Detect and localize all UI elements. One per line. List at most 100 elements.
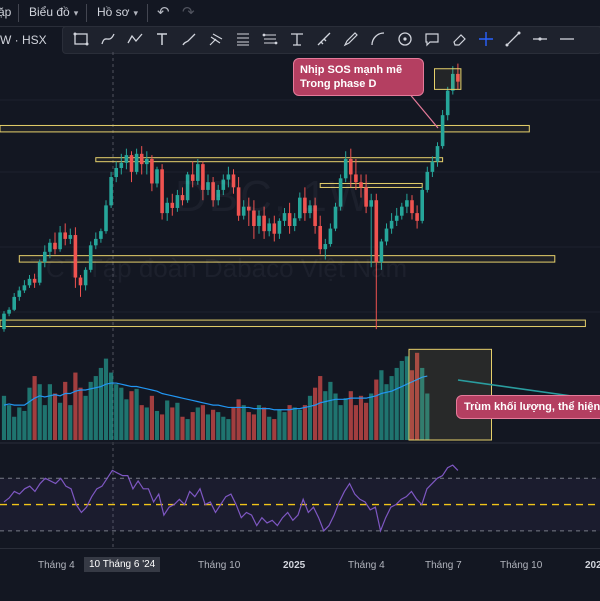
candle-body [379, 241, 384, 263]
candle-body [287, 213, 292, 226]
measure-icon[interactable] [316, 31, 332, 47]
candle-body [226, 174, 231, 180]
volume-bar [379, 370, 384, 440]
pitchfork-icon[interactable] [208, 31, 224, 47]
volume-bar [292, 407, 297, 440]
chart-type-menu[interactable]: Biểu đồ ▾ [29, 5, 78, 19]
candle-body [400, 206, 404, 216]
sos-callout-line1: Nhịp SOS mạnh mẽ [300, 64, 403, 76]
chart-canvas[interactable] [0, 52, 600, 548]
highlight-box-volume [408, 348, 492, 441]
candle-body [318, 226, 322, 250]
candle-body [257, 215, 261, 226]
top-toolbar: ặp Biểu đồ ▾ Hồ sơ ▾ ↶ ↷ [0, 0, 600, 27]
candle-body [32, 278, 37, 283]
menu-item-partial[interactable]: ặp [0, 5, 12, 19]
volume-bar [22, 410, 27, 440]
volume-bar [272, 419, 277, 440]
sos-callout[interactable]: Nhịp SOS mạnh mẽ Trong phase D [293, 58, 424, 96]
candle-body [445, 90, 450, 116]
rectangle-icon[interactable] [73, 31, 89, 47]
volume-bar [369, 393, 374, 440]
volume-bar [323, 391, 328, 440]
more-icon[interactable] [559, 31, 575, 47]
volume-bar [364, 402, 369, 440]
candle-body [231, 174, 236, 188]
candle-body [27, 278, 32, 286]
trend-line-icon[interactable] [505, 31, 521, 47]
watermark-symbol: DBC, 1W [175, 172, 373, 221]
fib-channel-icon[interactable] [262, 31, 278, 47]
volume-bar [358, 395, 364, 440]
volume-callout[interactable]: Trùm khối lượng, thể hiện [456, 395, 600, 419]
volume-bar [343, 398, 348, 440]
volume-bar [144, 407, 149, 440]
candle-body [109, 177, 113, 206]
candle-body [165, 202, 169, 214]
redo-icon[interactable]: ↷ [182, 4, 195, 21]
path-icon[interactable] [100, 31, 116, 47]
circle-icon[interactable] [397, 31, 413, 47]
candle-body [415, 213, 419, 221]
profile-label: Hồ sơ [97, 5, 130, 19]
candle-body [354, 174, 358, 183]
chevron-down-icon: ▾ [73, 8, 79, 18]
undo-icon[interactable]: ↶ [157, 4, 170, 21]
volume-bar [216, 412, 221, 440]
volume-bar [32, 376, 37, 440]
pen-icon[interactable] [343, 31, 359, 47]
brush-icon[interactable] [181, 31, 197, 47]
candle-body [420, 189, 424, 221]
candle-body [114, 168, 118, 178]
candle-body [48, 242, 52, 252]
candle-body [374, 200, 379, 263]
volume-bar [58, 402, 63, 440]
volume-bar [17, 407, 22, 440]
long-position-icon[interactable] [289, 31, 305, 47]
volume-bar [149, 395, 154, 440]
symbol-label[interactable]: W · HSX [0, 33, 47, 47]
horizontal-line-icon[interactable] [532, 31, 548, 47]
candle-body [170, 202, 175, 208]
volume-bar [302, 405, 307, 440]
fib-retracement-icon[interactable] [235, 31, 251, 47]
volume-bar [180, 416, 185, 440]
candle-body [150, 158, 154, 184]
volume-bar [328, 381, 333, 440]
volume-bar [160, 414, 165, 440]
volume-bar [415, 352, 420, 440]
candle-body [435, 146, 440, 162]
volume-bar [1, 395, 7, 440]
candle-body [99, 231, 103, 239]
candle-body [389, 220, 394, 229]
candle-body [63, 232, 67, 239]
text-icon[interactable] [154, 31, 170, 47]
candle-body [349, 158, 353, 175]
comment-icon[interactable] [424, 31, 440, 47]
volume-bar [221, 416, 226, 440]
chevron-down-icon: ▾ [133, 8, 139, 18]
crosshair-icon[interactable] [478, 31, 494, 47]
volume-bar [353, 405, 358, 440]
volume-bar [52, 393, 58, 440]
volume-bar [211, 409, 216, 440]
candle-body [359, 182, 363, 188]
rsi-pane [0, 464, 600, 533]
volume-bar [139, 405, 144, 440]
candle-body [88, 245, 93, 270]
volume-ma-line [3, 375, 428, 411]
profile-menu[interactable]: Hồ sơ ▾ [97, 5, 138, 19]
arc-icon[interactable] [370, 31, 386, 47]
volume-bar [165, 400, 170, 440]
volume-bar [170, 407, 175, 440]
x-tick-label: 202 [585, 560, 600, 571]
candle-body [185, 174, 190, 201]
eraser-icon[interactable] [451, 31, 467, 47]
candle-body [180, 195, 185, 201]
polyline-icon[interactable] [127, 31, 143, 47]
volume-bar [185, 419, 190, 440]
volume-bar [409, 370, 415, 440]
volume-bar [231, 407, 236, 440]
volume-bar [226, 419, 231, 440]
candle-body [58, 232, 62, 250]
